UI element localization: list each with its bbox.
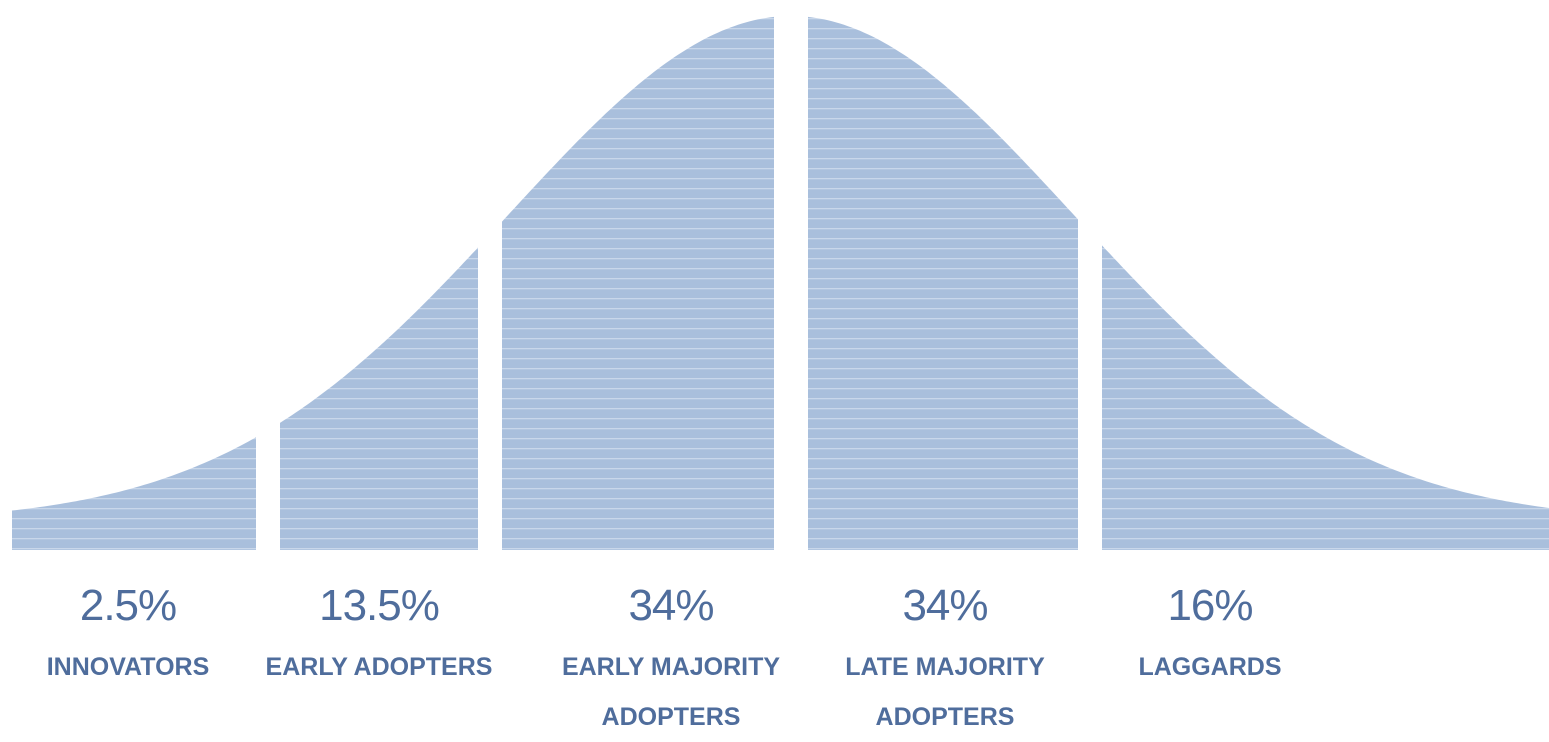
segment-category: LAGGARDS: [1138, 653, 1282, 681]
curve-segment-early-adopters: [280, 247, 478, 550]
segment-category-line: ADOPTERS: [875, 703, 1015, 731]
curve-segment-late-majority: [808, 16, 1078, 550]
curve-segment-innovators: [12, 437, 256, 550]
segment-percent: 2.5%: [79, 581, 177, 630]
segment-label-late-majority: 34% LATE MAJORITY ADOPTERS: [810, 578, 1080, 742]
segment-category: EARLY MAJORITY ADOPTERS: [526, 642, 816, 742]
segment-category-line: ADOPTERS: [601, 703, 741, 731]
bell-curve-chart: [12, 16, 1549, 550]
segment-percent: 16%: [1167, 581, 1253, 630]
segment-percent: 34%: [902, 581, 988, 630]
segment-percent: 13.5%: [319, 581, 440, 630]
curve-segment-early-majority: [502, 16, 774, 550]
segment-label-innovators: 2.5% INNOVATORS: [8, 578, 248, 692]
segment-category: INNOVATORS: [46, 653, 210, 681]
segment-category: LATE MAJORITY ADOPTERS: [810, 642, 1080, 742]
curve-segment-laggards: [1102, 245, 1549, 550]
segment-percent: 34%: [628, 581, 714, 630]
segment-category-line: EARLY MAJORITY: [561, 653, 781, 681]
segment-category: EARLY ADOPTERS: [265, 653, 493, 681]
segment-label-early-adopters: 13.5% EARLY ADOPTERS: [238, 578, 520, 692]
segment-category-line: LATE MAJORITY: [845, 653, 1045, 681]
segment-label-early-majority: 34% EARLY MAJORITY ADOPTERS: [526, 578, 816, 742]
segment-label-laggards: 16% LAGGARDS: [1100, 578, 1320, 692]
